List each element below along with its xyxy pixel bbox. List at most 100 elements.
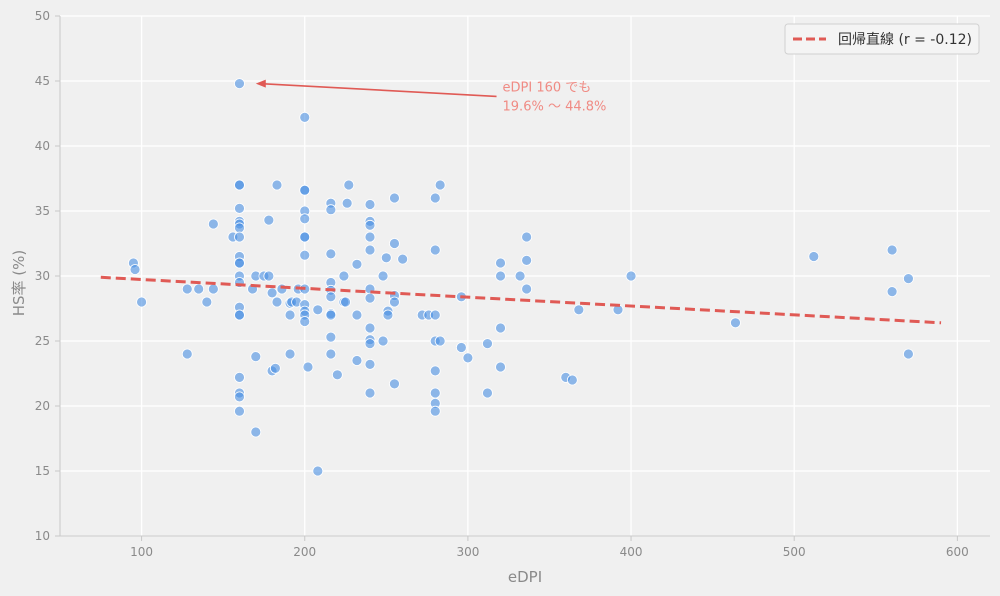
data-point <box>625 270 637 282</box>
legend-box <box>784 23 980 55</box>
data-point <box>234 405 245 417</box>
data-point <box>903 348 914 360</box>
data-point <box>338 270 350 282</box>
data-point <box>364 244 376 256</box>
data-point <box>351 309 363 321</box>
data-point <box>325 248 337 260</box>
data-point <box>482 387 493 399</box>
data-point <box>207 218 219 230</box>
data-point <box>377 335 389 347</box>
data-point <box>340 296 351 308</box>
annotation-arrow-head <box>255 79 266 88</box>
data-point <box>455 342 467 353</box>
data-point <box>573 304 585 316</box>
annotation-arrow <box>263 83 497 98</box>
data-point <box>389 238 400 249</box>
grid-lines <box>60 15 990 537</box>
y-tick-label: 40 <box>35 139 50 153</box>
x-tick-label: 600 <box>946 545 969 559</box>
y-tick-label: 15 <box>35 464 50 478</box>
legend: 回帰直線 (r = -0.12) <box>784 23 980 55</box>
data-point <box>364 199 376 210</box>
data-point <box>234 371 245 383</box>
data-point <box>312 304 324 316</box>
data-point <box>462 352 474 364</box>
data-point <box>331 369 343 381</box>
data-point <box>234 257 245 269</box>
x-tick-label: 300 <box>456 545 479 559</box>
x-tick-label: 100 <box>130 545 153 559</box>
data-point <box>234 231 245 243</box>
x-tick-label: 500 <box>783 545 806 559</box>
x-tick-label: 200 <box>293 545 316 559</box>
x-axis-ticks: 100 200 300 400 500 600 <box>130 536 969 559</box>
data-point <box>234 391 245 403</box>
data-point <box>129 264 141 275</box>
data-point <box>364 387 376 399</box>
data-point <box>351 355 363 366</box>
data-point <box>136 296 147 308</box>
annotation-text-line-1: eDPI 160 でも <box>503 80 592 95</box>
data-point <box>903 273 914 285</box>
data-point <box>495 322 506 334</box>
data-point <box>181 348 193 360</box>
data-point <box>284 309 296 321</box>
data-point <box>377 270 389 282</box>
data-point <box>299 184 311 196</box>
data-point <box>434 179 446 191</box>
data-point <box>482 338 493 350</box>
data-point <box>299 316 311 327</box>
data-point <box>250 426 262 438</box>
data-point <box>234 78 245 89</box>
annotation-text-line-2: 19.6% 〜 44.8% <box>503 99 607 114</box>
data-point <box>271 179 283 191</box>
x-tick-label: 400 <box>620 545 643 559</box>
data-point <box>234 222 245 234</box>
y-tick-label: 45 <box>35 74 50 88</box>
y-tick-label: 50 <box>35 9 50 23</box>
data-point <box>514 270 526 282</box>
data-point <box>234 179 245 191</box>
y-tick-label: 25 <box>35 334 50 348</box>
y-tick-label: 20 <box>35 399 50 413</box>
data-point <box>364 358 376 370</box>
data-point <box>343 179 355 191</box>
data-point <box>299 213 311 225</box>
y-tick-label: 10 <box>35 529 50 543</box>
data-point <box>207 283 219 295</box>
data-point <box>181 283 193 295</box>
data-point <box>312 465 324 477</box>
y-tick-label: 30 <box>35 269 50 283</box>
data-point <box>325 331 337 343</box>
y-axis-ticks: 10 15 20 25 30 35 40 45 50 <box>35 9 60 543</box>
data-point <box>364 292 376 304</box>
data-point <box>302 361 314 373</box>
data-point <box>299 231 311 243</box>
x-axis-label: eDPI <box>508 568 542 586</box>
data-point <box>364 338 376 350</box>
data-point <box>250 351 262 363</box>
data-point <box>299 112 311 123</box>
legend-label: 回帰直線 (r = -0.12) <box>838 31 972 48</box>
data-point <box>808 251 820 262</box>
y-axis-label: HS率 (%) <box>10 250 28 317</box>
data-point <box>325 309 337 321</box>
data-point <box>521 254 533 266</box>
data-point <box>325 291 337 303</box>
data-point <box>276 283 288 295</box>
data-point <box>341 197 353 209</box>
data-point <box>266 287 278 299</box>
data-point <box>263 214 275 226</box>
annotation: eDPI 160 でも 19.6% 〜 44.8% <box>255 79 607 114</box>
data-point <box>495 257 506 269</box>
data-point <box>325 204 337 216</box>
data-point <box>429 244 441 256</box>
data-point <box>397 253 409 265</box>
data-point <box>193 283 205 295</box>
data-point <box>566 374 578 386</box>
data-points <box>128 78 914 477</box>
data-point <box>364 231 376 243</box>
data-point <box>495 270 506 282</box>
regression-line <box>100 275 942 325</box>
data-point <box>886 244 898 256</box>
